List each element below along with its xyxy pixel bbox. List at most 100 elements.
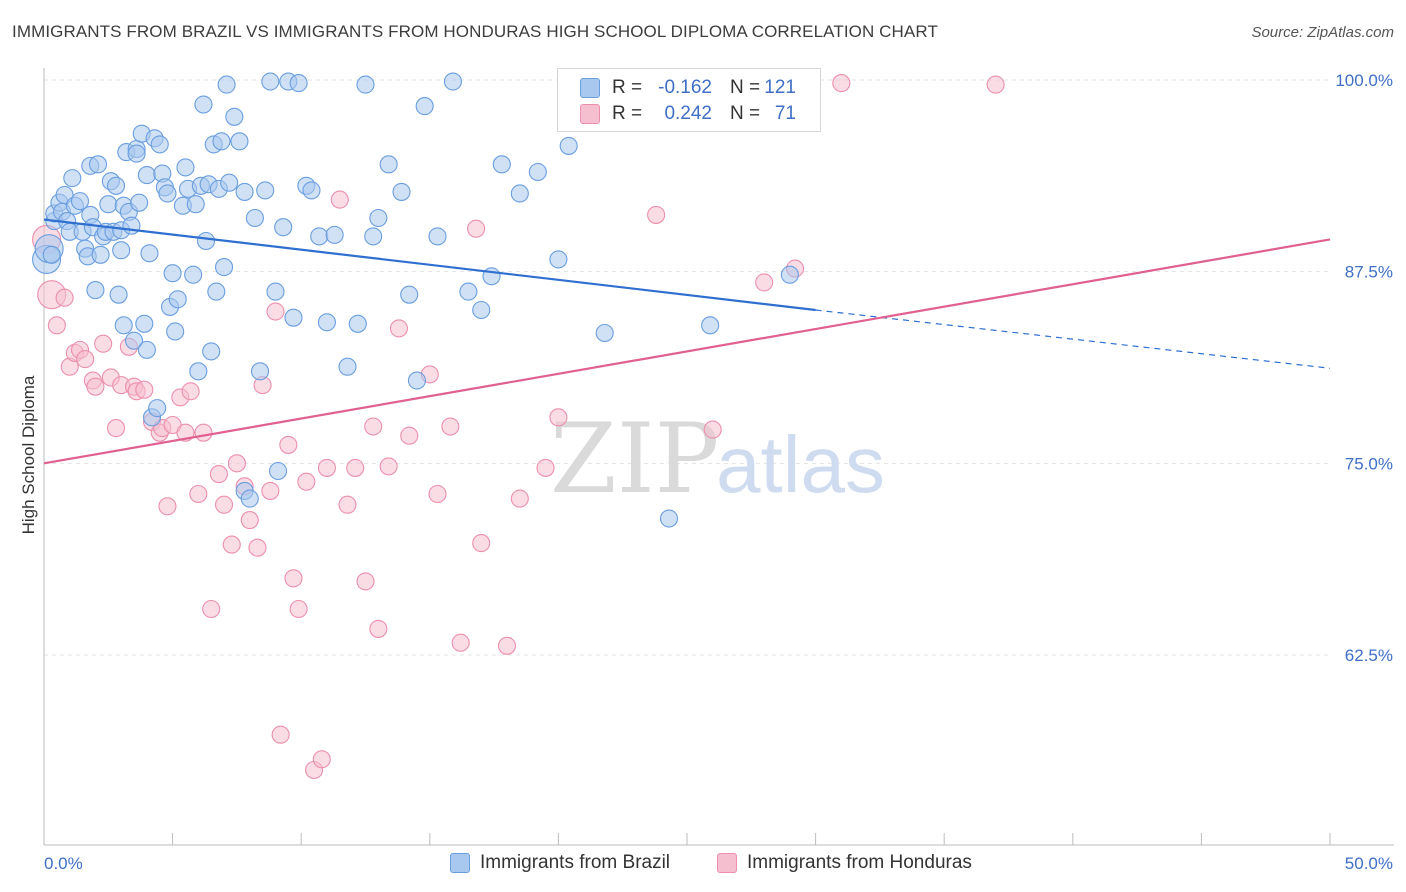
legend-row-honduras: R = 0.242 N = 71 [580,102,796,126]
legend-item-honduras[interactable]: Immigrants from Honduras [717,852,972,874]
brazil-point [492,155,511,174]
brazil-point [42,245,61,264]
watermark-atlas: atlas [716,420,885,509]
brazil-point [274,218,293,237]
brazil-point [348,314,367,333]
honduras-point [47,316,66,335]
brazil-legend-swatch [450,853,470,873]
honduras-point [451,633,470,652]
watermark: ZIP atlas [550,403,885,515]
brazil-point [284,308,303,327]
brazil-point [166,322,185,341]
honduras-point [428,484,447,504]
honduras-point [755,273,774,292]
honduras-point [467,219,486,238]
honduras-point [379,457,398,476]
brazil-point [112,241,131,260]
brazil-point [137,340,156,359]
honduras-point [181,382,200,401]
honduras-point [202,599,221,619]
brazil-point [137,166,156,185]
legend-label-honduras: Immigrants from Honduras [747,852,972,873]
brazil-point [189,362,208,381]
brazil-point [400,285,419,304]
honduras-point [549,408,568,427]
honduras-point [297,472,316,491]
legend-r-label: R = [612,103,643,124]
brazil-point [225,107,244,126]
brazil-point [99,195,118,214]
brazil-point [338,357,357,376]
honduras-point [279,435,298,454]
brazil-point [443,72,462,91]
brazil-point [114,316,133,335]
brazil-point [91,245,110,264]
legend-r-value-honduras: 0.242 [664,103,712,124]
honduras-trend-line [43,238,1331,465]
brazil-point [86,281,105,300]
brazil-point [250,362,270,381]
brazil-point [214,258,234,277]
brazil-point [106,176,126,195]
honduras-point [76,350,95,369]
brazil-point [158,184,177,203]
honduras-point [240,511,259,530]
brazil-point [130,193,149,212]
brazil-point [220,173,239,192]
brazil-point [212,132,231,151]
brazil-point [163,264,182,283]
brazil-point [207,282,226,301]
honduras-point [472,534,491,553]
legend-n-value-brazil: 121 [764,77,796,98]
legend-item-brazil[interactable]: Immigrants from Brazil [450,852,670,874]
brazil-point [266,282,285,301]
honduras-point [647,205,666,224]
brazil-point [176,158,195,177]
honduras-point [55,288,74,307]
honduras-point [189,484,208,504]
brazil-point [559,136,578,155]
honduras-point [986,75,1005,94]
brazil-point [356,75,375,94]
honduras-point [497,636,517,655]
brazil-point [369,208,388,228]
honduras-point [261,481,280,500]
brazil-point [168,290,187,309]
brazil-point [659,509,679,528]
series-legend: Immigrants from Brazil Immigrants from H… [0,852,1406,878]
brazil-point [202,342,221,361]
y-tick-label: 62.5% [1345,646,1393,665]
brazil-trend-line [43,218,816,312]
legend-row-brazil: R = -0.162 N = 121 [580,76,796,100]
honduras-point [227,454,246,473]
brazil-point [310,227,329,246]
brazil-point [186,195,205,214]
brazil-point [428,227,447,246]
watermark-zip: ZIP [550,403,719,515]
honduras-point [356,572,375,591]
honduras-point [346,458,365,477]
x-tick-label: 50.0% [1345,854,1393,873]
honduras-point [536,458,555,477]
legend-n-label: N = [730,77,761,98]
honduras-point [248,538,267,557]
honduras-point [289,599,308,619]
y-tick-label: 100.0% [1335,71,1393,90]
legend-n-value-honduras: 71 [774,103,796,124]
brazil-point [245,208,264,228]
brazil-point [269,461,288,481]
brazil-point [364,227,383,246]
brazil-point [235,182,254,201]
brazil-point [150,135,169,154]
brazil-point [472,300,491,320]
brazil-point [70,192,90,211]
brazil-point [415,97,434,116]
brazil-point [595,323,614,343]
correlation-legend: R = -0.162 N = 121 R = 0.242 N = 71 [557,68,821,132]
axes [43,68,1394,846]
brazil-points [32,72,799,528]
brazil-trend-extension [815,309,1331,369]
brazil-point [392,182,411,201]
brazil-point [135,314,154,333]
honduras-point [209,465,228,484]
